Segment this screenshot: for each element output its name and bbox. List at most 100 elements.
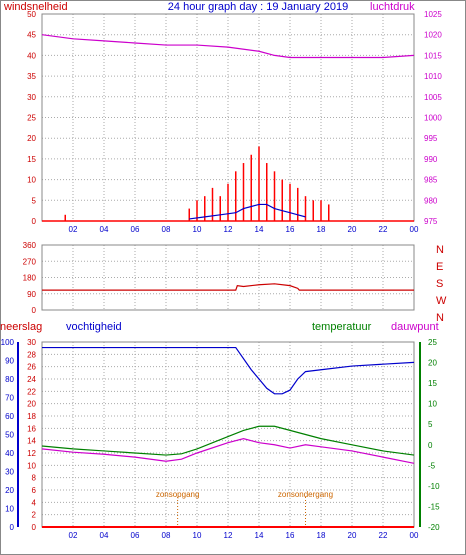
- p3-ytick-humidity: 30: [5, 468, 14, 477]
- p1-ytick-left: 30: [27, 93, 36, 102]
- sunset-label: zonsondergang: [278, 490, 333, 499]
- p3-xtick: 10: [193, 531, 202, 540]
- p2-ytick-left: 180: [23, 274, 37, 283]
- p3-ytick-temp-left: 26: [27, 363, 36, 372]
- p1-ytick-right: 975: [424, 217, 438, 226]
- p1-ytick-right: 985: [424, 176, 438, 185]
- p2-direction-label: E: [436, 261, 443, 273]
- p3-xtick: 06: [131, 531, 140, 540]
- p3-ytick-humidity: 60: [5, 412, 14, 421]
- p3-ytick-temp-left: 24: [27, 375, 36, 384]
- p1-ytick-right: 1020: [424, 31, 442, 40]
- label-dauwpunt: dauwpunt: [391, 321, 439, 333]
- p3-xtick: 22: [379, 531, 388, 540]
- p3-ytick-temp-right: 10: [428, 400, 437, 409]
- p3-ytick-temp-left: 16: [27, 424, 36, 433]
- humidity-line: [42, 346, 415, 395]
- p3-ytick-temp-left: 28: [27, 350, 36, 359]
- p3-ytick-temp-right: -10: [428, 482, 440, 491]
- marks-layer: [41, 34, 415, 528]
- temperature-line: [41, 425, 415, 456]
- p3-ytick-humidity: 80: [5, 375, 14, 384]
- p1-ytick-left: 20: [27, 134, 36, 143]
- p2-direction-label: W: [436, 295, 447, 307]
- p3-ytick-temp-right: -20: [428, 523, 440, 532]
- p3-xtick: 02: [69, 531, 78, 540]
- label-vochtigheid: vochtigheid: [66, 321, 122, 333]
- p2-ytick-left: 0: [32, 306, 37, 315]
- p3-ytick-humidity: 50: [5, 431, 14, 440]
- p1-ytick-right: 1000: [424, 114, 442, 123]
- p1-ytick-right: 1015: [424, 51, 442, 60]
- dewpoint-line: [41, 437, 415, 464]
- p1-ytick-right: 995: [424, 134, 438, 143]
- p3-ytick-temp-left: 10: [27, 461, 36, 470]
- p3-ytick-temp-right: 0: [428, 441, 433, 450]
- text-layer: 0510152025303540455097598098599099510001…: [1, 10, 447, 540]
- p1-ytick-right: 1005: [424, 93, 442, 102]
- p1-ytick-left: 25: [27, 114, 36, 123]
- p3-ytick-temp-left: 18: [27, 412, 36, 421]
- p3-ytick-temp-left: 8: [32, 474, 37, 483]
- p1-ytick-left: 45: [27, 31, 36, 40]
- p2-ytick-left: 270: [23, 257, 37, 266]
- p3-ytick-temp-left: 4: [32, 498, 37, 507]
- grid-layer: [17, 13, 421, 528]
- p3-ytick-temp-right: 25: [428, 338, 437, 347]
- p3-ytick-humidity: 100: [1, 338, 15, 347]
- p1-ytick-left: 50: [27, 10, 36, 19]
- p2-ytick-left: 90: [27, 290, 36, 299]
- p3-ytick-temp-right: -15: [428, 502, 440, 511]
- p1-xtick: 14: [255, 225, 264, 234]
- p3-ytick-temp-left: 22: [27, 387, 36, 396]
- p3-ytick-temp-left: 30: [27, 338, 36, 347]
- p1-xtick: 16: [286, 225, 295, 234]
- p1-ytick-left: 10: [27, 176, 36, 185]
- p3-ytick-temp-left: 12: [27, 449, 36, 458]
- p1-xtick: 08: [162, 225, 171, 234]
- p1-xtick: 18: [317, 225, 326, 234]
- p3-ytick-humidity: 10: [5, 505, 14, 514]
- p2-direction-label: S: [436, 278, 443, 290]
- p1-xtick: 02: [69, 225, 78, 234]
- p2-ytick-left: 360: [23, 241, 37, 250]
- p3-xtick: 08: [162, 531, 171, 540]
- label-neerslag: neerslag: [0, 321, 42, 333]
- p1-ytick-left: 0: [32, 217, 37, 226]
- sunrise-label: zonsopgang: [156, 490, 200, 499]
- p3-ytick-temp-left: 2: [32, 511, 37, 520]
- pressure-line: [41, 34, 415, 59]
- p3-ytick-temp-left: 20: [27, 400, 36, 409]
- p3-ytick-temp-left: 14: [27, 437, 36, 446]
- p3-ytick-temp-left: 6: [32, 486, 37, 495]
- p3-ytick-humidity: 0: [10, 523, 15, 532]
- p1-xtick: 20: [348, 225, 357, 234]
- p1-ytick-left: 5: [32, 196, 37, 205]
- header-left: windsnelheid: [3, 1, 68, 13]
- p1-ytick-right: 980: [424, 196, 438, 205]
- header-right: luchtdruk: [370, 1, 415, 13]
- p3-xtick: 18: [317, 531, 326, 540]
- p1-ytick-right: 990: [424, 155, 438, 164]
- p1-xtick: 10: [193, 225, 202, 234]
- p3-ytick-temp-left: 0: [32, 523, 37, 532]
- p3-xtick: 20: [348, 531, 357, 540]
- header-title: 24 hour graph day : 19 January 2019: [168, 1, 348, 13]
- p3-xtick: 00: [410, 531, 419, 540]
- p1-ytick-right: 1025: [424, 10, 442, 19]
- p3-ytick-humidity: 40: [5, 449, 14, 458]
- p2-direction-label: N: [436, 244, 444, 256]
- p3-xtick: 16: [286, 531, 295, 540]
- wind-avg-line: [189, 203, 306, 220]
- p1-xtick: 22: [379, 225, 388, 234]
- p1-ytick-right: 1010: [424, 72, 442, 81]
- p1-xtick: 12: [224, 225, 233, 234]
- p2-direction-label: N: [436, 312, 444, 324]
- p3-xtick: 12: [224, 531, 233, 540]
- p2-frame: [41, 244, 415, 311]
- p3-ytick-temp-right: 20: [428, 359, 437, 368]
- label-temperatuur: temperatuur: [312, 321, 372, 333]
- p1-xtick: 00: [410, 225, 419, 234]
